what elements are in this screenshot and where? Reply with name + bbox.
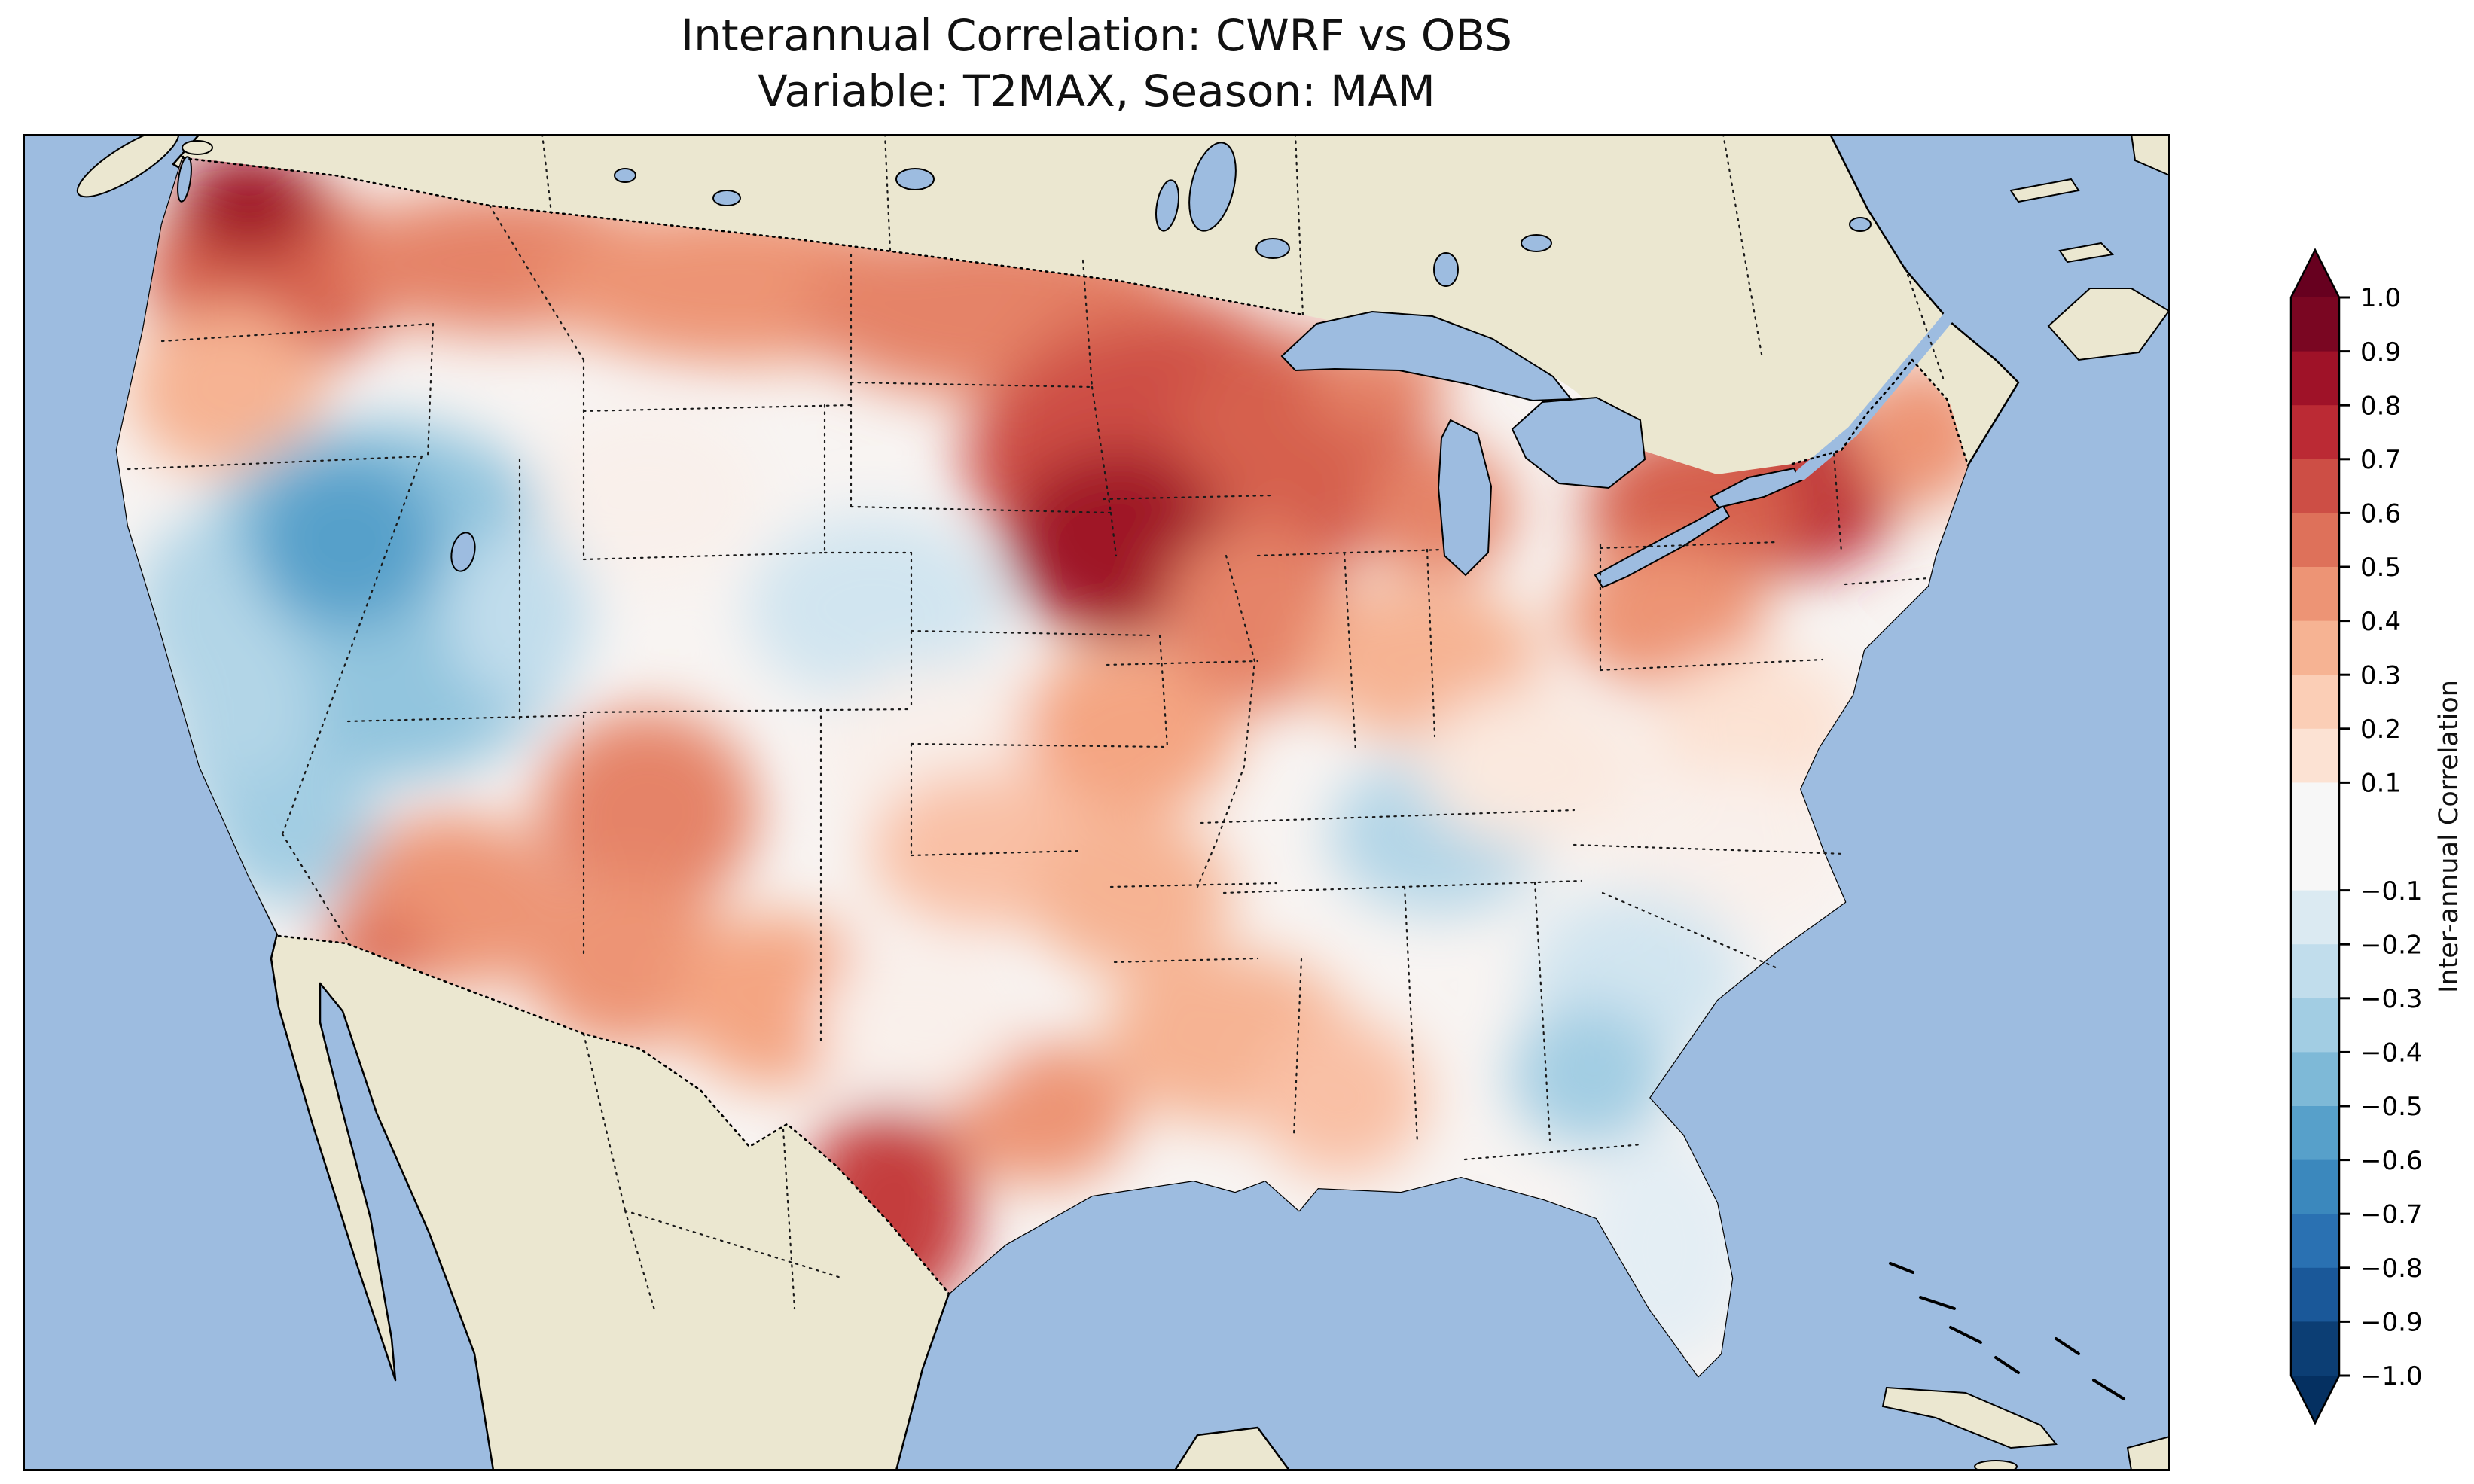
axes-frame: [23, 134, 2170, 1471]
colorbar-segments: [2291, 297, 2339, 1376]
canada-province-borders: [541, 134, 1946, 384]
field-blobs: [128, 157, 1968, 1365]
svg-text:1.0: 1.0: [2360, 283, 2401, 313]
region-colorado-new-mexico: [538, 710, 757, 913]
colorbar: 1.0 0.9 0.8 0.7 0.6 0.5 0.4 0.3 0.2 0.1 −0.1 −0.2 −0…: [2289, 248, 2423, 1425]
us-correlation-map: [23, 134, 2170, 1471]
svg-text:−0.5: −0.5: [2360, 1092, 2423, 1122]
islands-north: [76, 134, 2170, 361]
us-mexico-border: [277, 934, 950, 1295]
us-canada-border: [182, 157, 1969, 467]
state-borders: [127, 204, 1929, 1161]
svg-text:0.1: 0.1: [2360, 769, 2401, 799]
bahamas: [1889, 1262, 2125, 1400]
region-arkansas: [1028, 815, 1231, 974]
region-central-plains-cool: [746, 514, 1002, 702]
anticosti: [2009, 178, 2080, 203]
colorbar-ticks: 1.0 0.9 0.8 0.7 0.6 0.5 0.4 0.3 0.2 0.1 −0.1 −0.2 −0…: [2339, 283, 2423, 1391]
region-pacific-northwest-core: [177, 157, 320, 254]
svg-text:−0.9: −0.9: [2360, 1308, 2423, 1338]
region-illinois: [1164, 522, 1352, 710]
svg-text:−0.8: −0.8: [2360, 1254, 2423, 1284]
region-wyoming: [535, 409, 761, 582]
svg-text:0.7: 0.7: [2360, 445, 2401, 475]
region-cascades: [128, 307, 324, 473]
jamaica: [1974, 1460, 2018, 1471]
svg-text:0.3: 0.3: [2360, 660, 2401, 690]
region-lower-michigan: [1363, 443, 1514, 578]
region-alabama-georgia-cool: [1510, 1004, 1668, 1147]
cuba: [1881, 1386, 2058, 1449]
colorbar-label: Inter-annual Correlation: [2434, 680, 2464, 993]
st-lawrence-river: [1795, 309, 1957, 480]
figure-title-line1: Interannual Correlation: CWRF vs OBS: [680, 10, 1512, 61]
svg-text:0.8: 0.8: [2360, 391, 2401, 421]
lake-huron: [1511, 396, 1646, 489]
svg-text:−0.2: −0.2: [2360, 930, 2423, 960]
svg-text:0.9: 0.9: [2360, 337, 2401, 367]
svg-text:−0.4: −0.4: [2360, 1038, 2423, 1068]
svg-text:−0.7: −0.7: [2360, 1199, 2423, 1230]
svg-text:−0.6: −0.6: [2360, 1146, 2423, 1176]
svg-text:0.4: 0.4: [2360, 607, 2401, 637]
great-salt-lake: [450, 532, 476, 572]
region-mississippi-warm: [1254, 1019, 1427, 1177]
figure-title: Interannual Correlation: CWRF vs OBS Var…: [23, 8, 2170, 119]
svg-text:−0.1: −0.1: [2360, 876, 2423, 907]
colorbar-extend-under: [2291, 1376, 2339, 1423]
puget-sound: [177, 156, 192, 203]
great-lakes: [1280, 310, 1803, 589]
caribbean-islands: [1881, 1262, 2170, 1471]
lake-erie: [1594, 504, 1731, 589]
figure-title-line2: Variable: T2MAX, Season: MAM: [758, 66, 1435, 117]
region-socal: [207, 763, 380, 906]
svg-text:0.5: 0.5: [2360, 553, 2401, 583]
svg-text:−1.0: −1.0: [2360, 1361, 2423, 1391]
svg-text:0.2: 0.2: [2360, 715, 2401, 745]
svg-text:0.6: 0.6: [2360, 499, 2401, 529]
region-appalachia: [1420, 687, 1638, 846]
prince-edward-island: [2058, 242, 2115, 264]
lake-michigan: [1437, 419, 1493, 577]
region-texas-neutral: [817, 943, 1020, 1102]
colorbar-extend-over: [2291, 250, 2339, 297]
region-nevada-core: [252, 454, 441, 627]
region-mid-atlantic: [1653, 650, 1856, 808]
region-missouri: [1020, 642, 1239, 815]
small-lakes: [177, 142, 1872, 572]
svg-text:−0.3: −0.3: [2360, 984, 2423, 1014]
